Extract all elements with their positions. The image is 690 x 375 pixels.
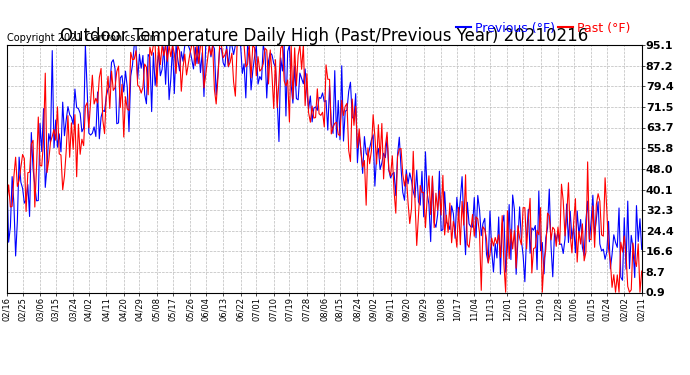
Previous (°F) (521, 279, 529, 284)
Past (°F) (611, 290, 620, 294)
Previous (°F) (551, 231, 559, 235)
Past (°F) (179, 65, 187, 69)
Past (°F) (257, 67, 266, 71)
Past (°F) (149, 43, 157, 48)
Legend: Previous (°F), Past (°F): Previous (°F), Past (°F) (451, 16, 635, 40)
Title: Outdoor Temperature Daily High (Past/Previous Year) 20210216: Outdoor Temperature Daily High (Past/Pre… (60, 27, 589, 45)
Previous (°F) (139, 53, 147, 58)
Previous (°F) (257, 78, 266, 82)
Previous (°F) (3, 174, 11, 179)
Past (°F) (502, 290, 510, 294)
Previous (°F) (261, 50, 269, 55)
Past (°F) (551, 227, 559, 232)
Previous (°F) (81, 43, 90, 48)
Previous (°F) (638, 247, 646, 252)
Previous (°F) (611, 240, 620, 245)
Previous (°F) (179, 59, 187, 63)
Past (°F) (137, 91, 146, 95)
Past (°F) (638, 269, 646, 273)
Past (°F) (3, 200, 11, 205)
Line: Past (°F): Past (°F) (7, 45, 642, 292)
Text: Copyright 2021 Cartronics.com: Copyright 2021 Cartronics.com (7, 33, 159, 42)
Past (°F) (261, 46, 269, 51)
Line: Previous (°F): Previous (°F) (7, 45, 642, 282)
